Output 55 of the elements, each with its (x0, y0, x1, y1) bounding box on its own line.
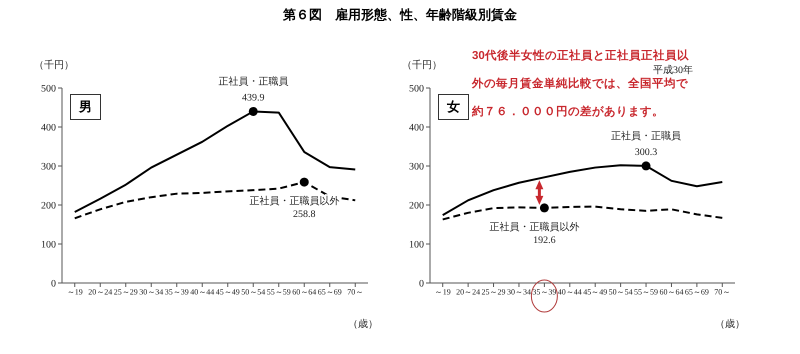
x-tick-label: 35～39 (164, 288, 189, 297)
series-label: 正社員・正職員以外 (489, 220, 580, 233)
x-tick-label: 65～69 (318, 288, 342, 297)
x-tick-label: 50～54 (241, 288, 266, 297)
x-tick-label: 20～24 (88, 288, 112, 297)
annotation: 約７６．０００円の差があります。 (472, 104, 664, 119)
x-tick-label: 45～49 (216, 288, 240, 297)
text: 第６図 雇用形態、性、年齢階級別賃金 (282, 6, 518, 24)
x-tick-label: 45～49 (583, 288, 608, 297)
y-tick-label: 500 (409, 84, 424, 95)
x-tick-label: ～19 (66, 288, 83, 297)
text: 平成30年 (653, 64, 693, 77)
annotation: 外の毎月賃金単純比較では、全国平均で (472, 76, 688, 91)
text: 30代後半女性の正社員と正社員正社員以 (472, 48, 689, 63)
text: 男 (70, 94, 101, 120)
x-tick-label: 25～29 (482, 288, 506, 297)
y-axis-title: （千円） (402, 58, 442, 72)
data-label: 439.9 (242, 92, 264, 104)
text: 正社員・正職員 (611, 130, 682, 142)
x-tick-label: ～19 (434, 288, 451, 297)
text: 正社員・正職員 (218, 75, 288, 88)
y-tick-label: 200 (41, 200, 56, 212)
data-label: 192.6 (533, 234, 556, 246)
x-tick-label: 20～24 (456, 288, 480, 297)
x-tick-label: 35～39 (532, 288, 556, 297)
x-axis-title: （歳） (715, 318, 745, 331)
y-tick-label: 200 (409, 200, 424, 212)
y-tick-label: 300 (409, 162, 424, 173)
x-tick-label: 55～59 (634, 288, 658, 297)
data-label: 258.8 (293, 209, 316, 220)
y-tick-label: 100 (41, 240, 56, 251)
y-tick-label: 500 (41, 84, 56, 95)
x-tick-label: 30～34 (139, 288, 164, 297)
x-tick-label: 40～44 (190, 288, 214, 297)
x-tick-label: 60～64 (659, 288, 684, 297)
x-axis-title: （歳） (348, 318, 378, 331)
y-tick-label: 300 (41, 162, 56, 173)
x-tick-label: 40～44 (558, 288, 582, 297)
x-tick-label: 25～29 (114, 288, 138, 297)
data-label: 300.3 (634, 146, 658, 158)
series-label: 正社員・正職員以外 (249, 195, 340, 208)
y-tick-label: 0 (419, 278, 424, 290)
x-tick-label: 50～54 (608, 288, 633, 297)
y-axis-title: （千円） (34, 58, 74, 72)
x-tick-label: 70～ (714, 288, 730, 297)
y-tick-label: 400 (41, 122, 56, 134)
x-tick-label: 60～64 (292, 288, 316, 297)
y-tick-label: 100 (409, 240, 424, 251)
x-tick-label: 55～59 (266, 288, 291, 297)
text: 女 (438, 94, 469, 120)
x-tick-label: 30～34 (506, 288, 531, 297)
y-tick-label: 0 (51, 278, 56, 290)
x-tick-label: 65～69 (684, 288, 709, 297)
x-tick-label: 70～ (347, 288, 364, 297)
y-tick-label: 400 (409, 122, 424, 134)
